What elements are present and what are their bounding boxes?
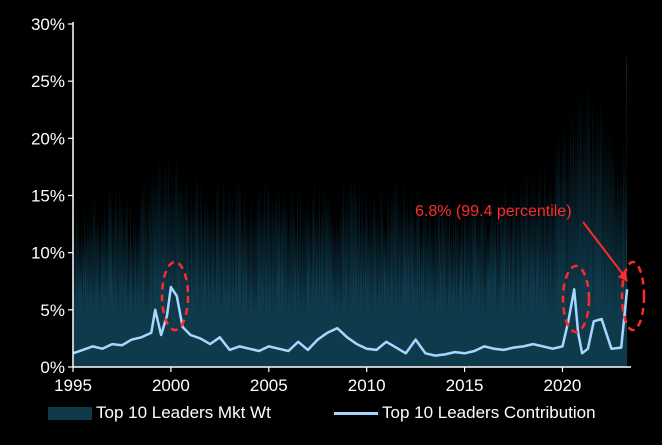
chart-svg: 0% 5% 10% 15% 20% 25% 30% 1995 2000 2005 2010 2015… (31, 15, 646, 395)
x-tick-labels: 1995 2000 2005 2010 2015 2020 (54, 376, 581, 395)
annotation-layer: 6.8% (99.4 percentile) (160, 203, 646, 334)
x-tick-label: 2005 (250, 376, 288, 395)
highlight-2000-peak (160, 260, 190, 332)
axes (68, 22, 631, 372)
highlight-2023-peak (620, 260, 646, 332)
contribution-line (72, 285, 629, 357)
x-tick-label: 2000 (152, 376, 190, 395)
y-tick-label: 15% (31, 187, 65, 206)
mkt-wt-area (73, 52, 628, 367)
legend-label-contribution: Top 10 Leaders Contribution (382, 403, 596, 422)
legend-swatch-line (334, 411, 378, 415)
x-tick-label: 2020 (544, 376, 582, 395)
legend-label-mkt-wt: Top 10 Leaders Mkt Wt (96, 403, 271, 422)
x-tick-label: 1995 (54, 376, 92, 395)
y-tick-label: 0% (40, 358, 65, 377)
legend: Top 10 Leaders Mkt Wt Top 10 Leaders Con… (0, 400, 662, 430)
y-tick-labels: 0% 5% 10% 15% 20% 25% 30% (31, 15, 65, 377)
y-tick-label: 5% (40, 301, 65, 320)
legend-item-mkt-wt: Top 10 Leaders Mkt Wt (48, 403, 271, 423)
mkt-wt-area-layer (73, 52, 628, 367)
legend-swatch-area (48, 406, 92, 420)
y-tick-label: 25% (31, 72, 65, 91)
annotation-arrow-line (582, 221, 626, 278)
x-tick-label: 2010 (348, 376, 386, 395)
y-tick-label: 20% (31, 129, 65, 148)
annotation-arrowhead (618, 270, 628, 282)
y-tick-label: 10% (31, 244, 65, 263)
highlight-2020-peak (561, 264, 591, 334)
contribution-line-layer (72, 285, 629, 357)
x-tick-label: 2015 (446, 376, 484, 395)
y-tick-label: 30% (31, 15, 65, 34)
annotation-label: 6.8% (99.4 percentile) (415, 203, 572, 220)
legend-item-contribution: Top 10 Leaders Contribution (334, 403, 596, 423)
